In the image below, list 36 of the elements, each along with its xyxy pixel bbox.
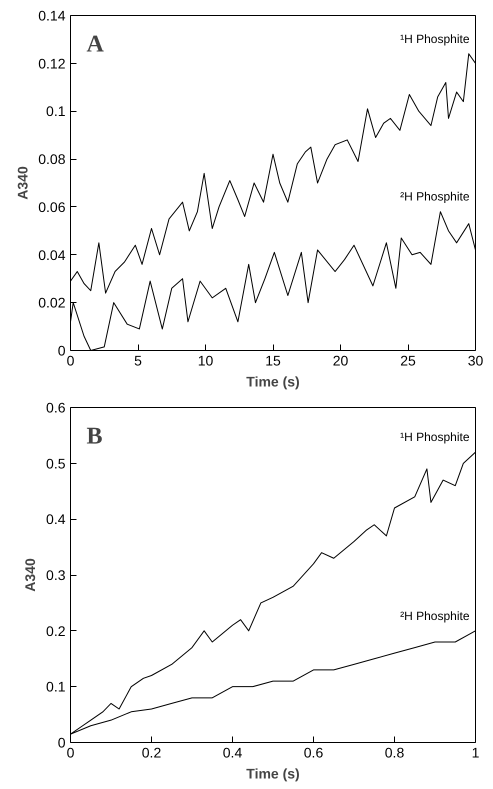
y-tick-label: 0.1	[46, 678, 66, 695]
x-tick-label: 0.8	[384, 744, 404, 760]
y-tick-label: 0.12	[38, 55, 66, 72]
x-tick-label: 5	[134, 352, 142, 368]
series-label: ¹H Phosphite	[400, 32, 470, 46]
x-tick-label: 0.4	[222, 744, 242, 760]
y-tick-label: 0.6	[46, 400, 66, 416]
y-tick-label: 0.5	[46, 455, 66, 472]
x-axis-title: Time (s)	[246, 766, 300, 782]
x-tick-label: 20	[332, 352, 348, 368]
annotation: B	[86, 424, 103, 450]
series-label: ¹H Phosphite	[400, 430, 470, 444]
x-tick-label: 0.6	[304, 744, 324, 760]
x-tick-label: 0.2	[142, 744, 162, 760]
x-tick-label: 1	[472, 744, 480, 760]
y-tick-label: 0.4	[46, 511, 66, 528]
annotation: A	[86, 32, 104, 58]
y-tick-label: 0	[58, 342, 66, 358]
x-axis-title: Time (s)	[246, 374, 300, 390]
y-axis-title: A340	[22, 558, 38, 592]
y-tick-label: 0.06	[38, 198, 66, 215]
y-tick-label: 0.1	[46, 103, 66, 120]
x-tick-label: 15	[265, 352, 281, 368]
x-tick-label: 10	[198, 352, 214, 368]
y-tick-label: 0.08	[38, 151, 66, 168]
series-label: ²H Phosphite	[400, 190, 470, 204]
y-tick-label: 0.02	[38, 294, 66, 311]
y-tick-label: 0.14	[38, 8, 66, 24]
series-label: ²H Phosphite	[400, 608, 470, 623]
y-tick-label: 0.04	[38, 246, 66, 263]
y-tick-label: 0.3	[46, 567, 66, 583]
x-tick-label: 25	[400, 352, 416, 368]
y-axis-title: A340	[14, 166, 30, 200]
y-tick-label: 0.2	[46, 622, 66, 639]
y-tick-label: 0	[58, 734, 66, 750]
x-tick-label: 30	[468, 352, 484, 368]
